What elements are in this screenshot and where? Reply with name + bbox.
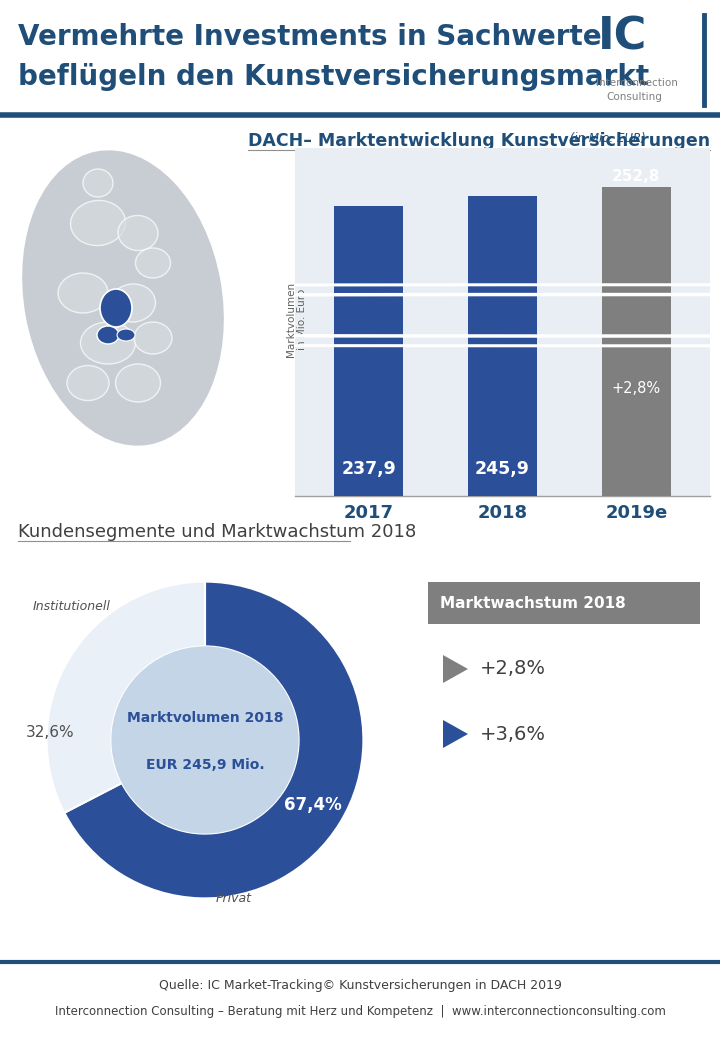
Text: Marktwachstum 2018: Marktwachstum 2018: [440, 596, 626, 610]
Text: DACH– Marktentwicklung Kunstversicherungen: DACH– Marktentwicklung Kunstversicherung…: [248, 132, 710, 150]
Ellipse shape: [110, 284, 156, 322]
Text: Vermehrte Investments in Sachwerte: Vermehrte Investments in Sachwerte: [18, 23, 602, 51]
Text: Privat: Privat: [216, 892, 252, 905]
Ellipse shape: [71, 201, 125, 245]
Text: 32,6%: 32,6%: [26, 725, 74, 740]
Text: (in Mio. EUR): (in Mio. EUR): [566, 132, 646, 145]
Ellipse shape: [97, 326, 119, 344]
Text: EUR 245,9 Mio.: EUR 245,9 Mio.: [145, 758, 264, 772]
Bar: [602, 187, 671, 496]
Ellipse shape: [58, 272, 108, 313]
Bar: [334, 206, 403, 496]
Text: Institutionell: Institutionell: [33, 600, 111, 614]
Bar: [468, 196, 537, 496]
Text: 252,8: 252,8: [612, 168, 660, 184]
FancyBboxPatch shape: [428, 624, 700, 797]
Text: Kundensegmente und Marktwachstum 2018: Kundensegmente und Marktwachstum 2018: [18, 523, 416, 541]
Text: Marktvolumen
in Mio. Euro: Marktvolumen in Mio. Euro: [286, 282, 307, 357]
Ellipse shape: [134, 322, 172, 354]
Text: Interconnection Consulting – Beratung mit Herz und Kompetenz  |  www.interconnec: Interconnection Consulting – Beratung mi…: [55, 1006, 665, 1018]
Polygon shape: [443, 720, 468, 748]
Text: 67,4%: 67,4%: [284, 797, 341, 814]
Ellipse shape: [21, 150, 225, 447]
Wedge shape: [47, 581, 205, 813]
Ellipse shape: [135, 248, 171, 278]
Text: +2,8%: +2,8%: [480, 659, 546, 678]
Text: beflügeln den Kunstversicherungsmarkt: beflügeln den Kunstversicherungsmarkt: [18, 63, 649, 90]
Text: 245,9: 245,9: [475, 460, 530, 477]
Text: Marktvolumen 2018: Marktvolumen 2018: [127, 711, 283, 726]
Text: Quelle: IC Market-Tracking© Kunstversicherungen in DACH 2019: Quelle: IC Market-Tracking© Kunstversich…: [158, 980, 562, 992]
FancyBboxPatch shape: [428, 582, 700, 624]
Ellipse shape: [67, 365, 109, 400]
Text: Consulting: Consulting: [606, 92, 662, 102]
Text: +2,8%: +2,8%: [612, 381, 661, 396]
Polygon shape: [443, 655, 468, 683]
Ellipse shape: [83, 168, 113, 197]
Ellipse shape: [81, 322, 135, 364]
Ellipse shape: [100, 289, 132, 327]
Text: +3,6%: +3,6%: [480, 725, 546, 744]
Ellipse shape: [117, 329, 135, 341]
Ellipse shape: [115, 364, 161, 402]
Text: IC: IC: [598, 15, 647, 58]
Wedge shape: [64, 581, 364, 899]
Text: 237,9: 237,9: [341, 460, 396, 477]
Ellipse shape: [118, 215, 158, 251]
Text: Interconnection: Interconnection: [596, 78, 678, 88]
Circle shape: [112, 647, 299, 834]
